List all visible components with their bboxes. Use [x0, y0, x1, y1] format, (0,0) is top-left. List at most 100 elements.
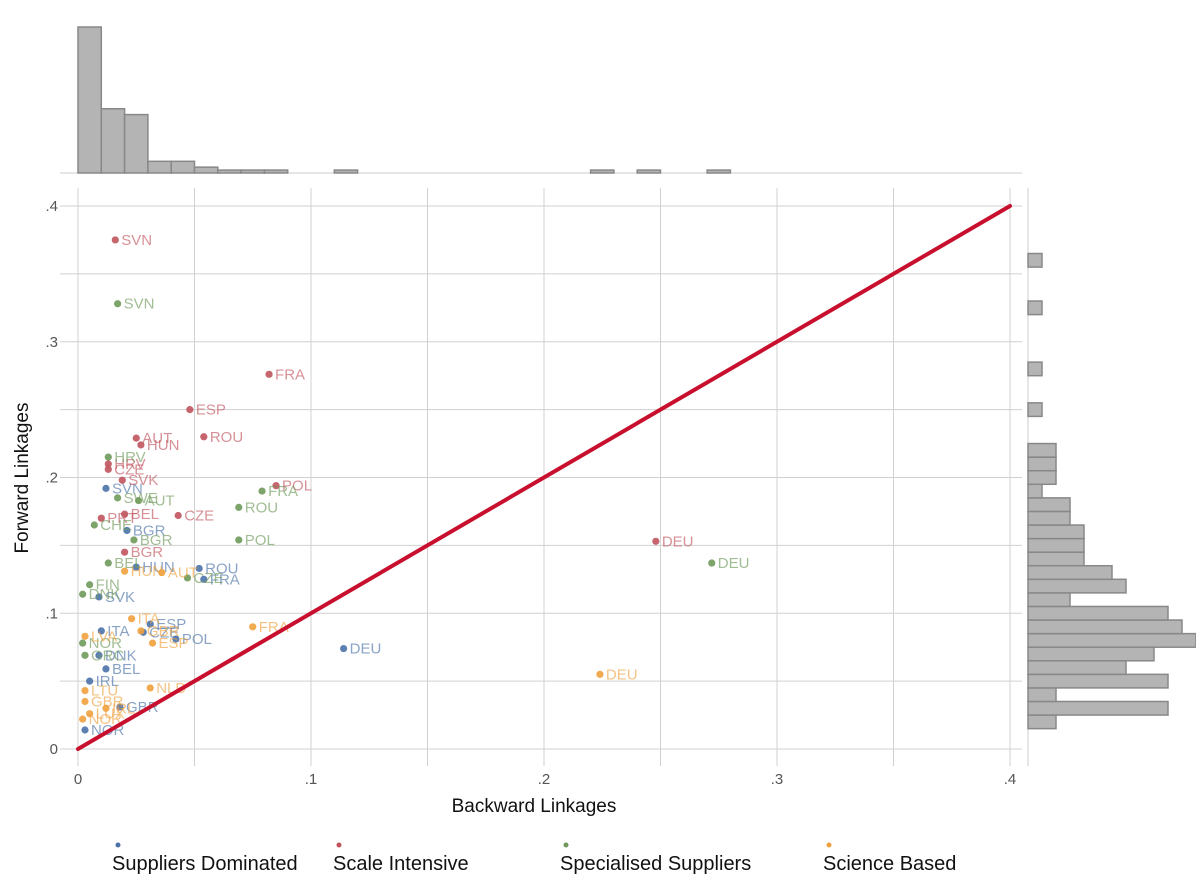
data-point	[121, 567, 129, 575]
x-tick-label: .1	[305, 771, 318, 788]
data-point-label: SVK	[105, 589, 135, 606]
right-hist-bar	[1027, 592, 1071, 608]
data-point	[86, 677, 94, 685]
top-hist-bar	[240, 169, 266, 174]
right-hist-bar	[1027, 442, 1057, 458]
axes: 0 .1 .2 .3 .4 0 .1 .2 .3 .4 Backward Linkages Forwa…	[12, 198, 1016, 817]
data-point-label: AUT	[168, 565, 198, 582]
y-tick-label: .3	[45, 334, 58, 351]
top-hist-bar	[77, 26, 103, 174]
data-point-label: BGR	[140, 532, 173, 549]
diagonal-line	[76, 204, 1012, 751]
right-hist-bar	[1027, 660, 1127, 676]
data-point	[79, 639, 87, 647]
data-point-label: FRA	[275, 366, 305, 383]
data-point	[97, 627, 105, 635]
data-point-label: HUN	[131, 563, 164, 580]
data-point	[272, 482, 280, 490]
data-point	[95, 651, 103, 659]
data-point	[81, 697, 89, 706]
data-point	[146, 684, 154, 692]
right-hist-bar	[1027, 578, 1127, 594]
legend-label: Specialised Suppliers	[560, 853, 751, 875]
data-point	[95, 593, 103, 601]
data-point	[81, 651, 89, 659]
x-tick-label: 0	[74, 771, 82, 788]
data-point	[114, 494, 122, 502]
data-point-label: ROU	[245, 499, 278, 516]
data-point-label: SVK	[128, 472, 158, 489]
right-hist-bar	[1027, 646, 1155, 662]
data-point	[249, 623, 257, 631]
right-hist-bar	[1027, 497, 1071, 513]
data-point-label: POL	[282, 478, 312, 495]
data-point-label: HRV	[114, 449, 145, 466]
right-hist-bar	[1027, 700, 1169, 716]
right-hist-bar	[1027, 402, 1043, 418]
data-point-label: PRT	[107, 510, 137, 527]
data-point	[130, 536, 138, 544]
data-point-label: IRL	[112, 700, 135, 717]
right-hist-bar	[1027, 300, 1043, 316]
data-point-label: LVA	[91, 628, 117, 645]
data-point-label: HUN	[142, 559, 175, 576]
right-hist-bar	[1027, 483, 1043, 499]
x-tick-label: .3	[771, 771, 784, 788]
data-point-label: NOR	[89, 635, 123, 652]
data-point	[235, 536, 243, 544]
data-point	[148, 639, 157, 647]
data-point-label: GRC	[91, 647, 125, 664]
data-point	[104, 453, 112, 461]
data-point-label: FIN	[96, 577, 120, 594]
data-point	[123, 526, 131, 535]
data-point-label: ESP	[196, 402, 226, 419]
data-point	[81, 632, 89, 640]
data-point	[235, 503, 243, 511]
data-point-label: SVN	[121, 232, 152, 249]
data-point	[132, 434, 140, 442]
top-hist-bar	[123, 113, 149, 174]
top-hist-bar	[263, 169, 289, 174]
top-hist-bar	[170, 160, 196, 174]
data-point-label: FRA	[210, 571, 240, 588]
data-point-label: POL	[182, 631, 212, 648]
x-axis-title: Backward Linkages	[452, 796, 617, 817]
x-tick-label: .4	[1004, 771, 1017, 788]
data-point-label: CZE	[184, 508, 214, 525]
grid	[60, 188, 1022, 766]
right-hist-bar	[1027, 456, 1057, 472]
data-point-label: BGR	[131, 544, 164, 561]
top-hist-bar	[217, 169, 242, 174]
y-tick-label: .4	[45, 198, 58, 215]
data-point	[127, 615, 136, 623]
data-point	[146, 620, 154, 628]
top-hist-bar	[706, 169, 732, 174]
data-point	[200, 433, 208, 441]
data-point-label: ROU	[205, 560, 238, 577]
data-point	[186, 406, 194, 414]
right-hist-bar	[1027, 524, 1085, 540]
data-point	[102, 704, 110, 712]
legend-marker	[336, 842, 342, 848]
data-point	[116, 703, 124, 711]
right-hist-bar	[1027, 537, 1085, 553]
right-hist-bar	[1027, 510, 1071, 526]
right-hist-bar	[1027, 714, 1057, 730]
data-point	[265, 370, 273, 378]
data-point-label: CZE	[114, 461, 144, 478]
data-point-label: DEU	[350, 641, 382, 658]
data-point-label: IRL	[96, 673, 119, 690]
data-point-label: CZE	[194, 570, 224, 587]
data-point-label: CZE	[149, 624, 179, 641]
right-hist-bar	[1027, 632, 1196, 648]
data-point	[174, 511, 182, 520]
data-point	[200, 575, 208, 583]
data-point-label: GBR	[126, 699, 159, 716]
data-point-label: BEL	[114, 555, 142, 572]
data-point-label: DEU	[662, 533, 694, 550]
right-hist-bar	[1027, 605, 1169, 621]
data-point	[114, 300, 122, 308]
data-point	[104, 465, 112, 473]
top-marginal-histogram	[60, 26, 1022, 174]
